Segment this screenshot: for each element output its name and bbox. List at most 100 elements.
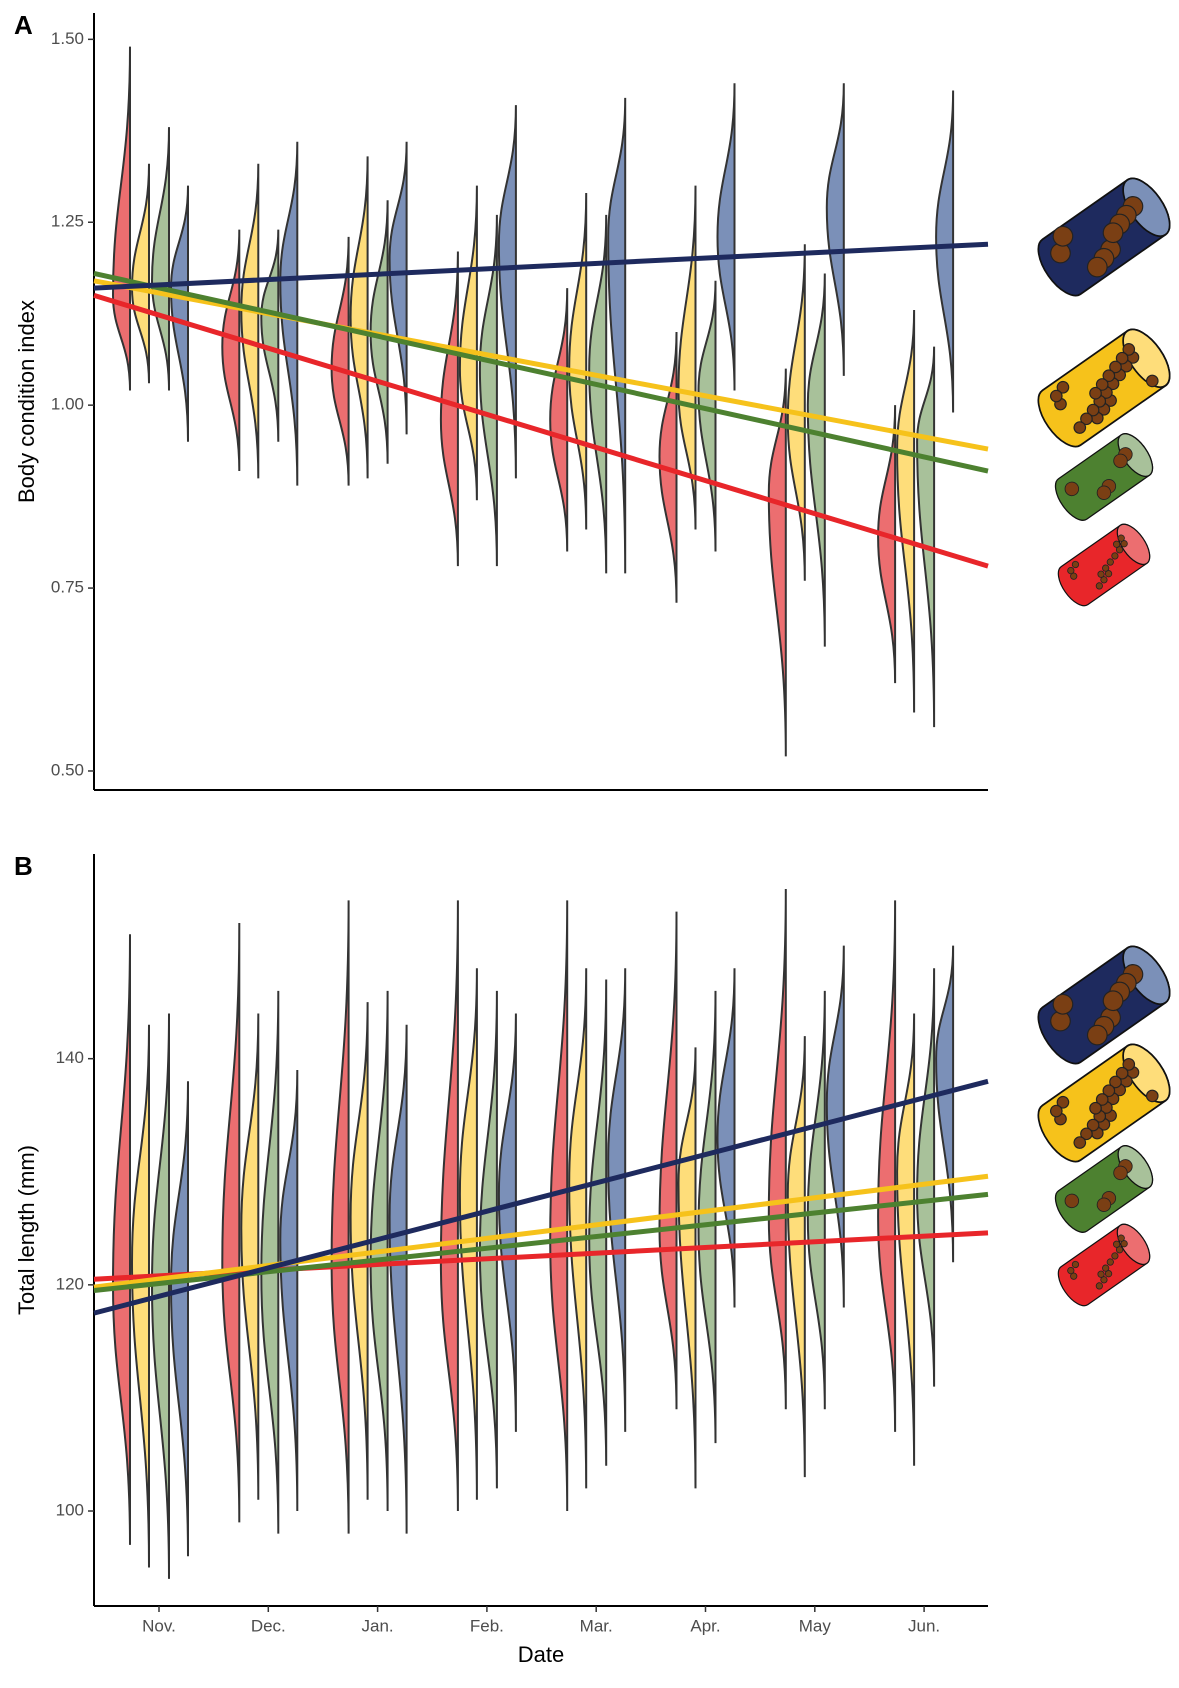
icon-dot: [1097, 1270, 1105, 1278]
icon-dot: [1113, 453, 1128, 469]
icon-dot: [1049, 1104, 1063, 1118]
y-tick-label: 100: [56, 1500, 84, 1519]
icon-dot: [1102, 222, 1124, 244]
violin: [497, 105, 517, 479]
violin: [935, 90, 955, 413]
icon-cap: [1116, 523, 1151, 566]
icon-dot: [1102, 990, 1124, 1012]
x-tick-label: Mar.: [580, 1616, 613, 1635]
violin: [279, 1069, 299, 1512]
violin: [767, 889, 787, 1410]
y-tick-label: 0.75: [51, 578, 84, 597]
icon-dot: [1067, 566, 1075, 575]
violin: [130, 163, 150, 384]
violin: [877, 405, 897, 684]
violin: [458, 185, 478, 501]
icon-dot: [1106, 558, 1114, 566]
violin: [349, 156, 369, 479]
violin: [221, 229, 241, 472]
legend-icon: [1037, 328, 1171, 448]
panel-label: A: [14, 10, 33, 40]
icon-dot: [1049, 389, 1063, 403]
y-tick-label: 1.25: [51, 212, 84, 231]
violin: [240, 1013, 260, 1500]
violin: [388, 141, 408, 435]
violin: [916, 968, 936, 1387]
icon-dot: [1064, 481, 1080, 497]
violin: [825, 945, 845, 1308]
violin: [716, 968, 736, 1308]
icon-cap: [1122, 1043, 1171, 1104]
icon-cap: [1116, 1223, 1151, 1266]
violin: [916, 346, 936, 728]
icon-dot: [1117, 1234, 1125, 1242]
icon-dot: [1073, 421, 1087, 434]
icon-dot: [1097, 570, 1105, 578]
trend-line: [93, 1173, 989, 1290]
violin: [549, 900, 569, 1512]
icon-dot: [1102, 564, 1110, 572]
violin: [111, 46, 131, 391]
icon-dot: [1086, 256, 1108, 278]
violin: [497, 1013, 517, 1432]
violin: [786, 1036, 806, 1478]
panel-label: B: [14, 851, 33, 881]
violin: [607, 968, 627, 1432]
icon-dot: [1067, 1266, 1075, 1275]
icon-dot: [1050, 1010, 1071, 1032]
icon-dot: [1096, 1197, 1112, 1212]
icon-dot: [1111, 1252, 1119, 1260]
icon-dot: [1095, 582, 1103, 590]
x-tick-label: Dec.: [251, 1616, 286, 1635]
legend-icon: [1054, 433, 1154, 521]
violin: [607, 97, 627, 574]
x-axis-label: Date: [518, 1642, 564, 1667]
icon-dot: [1113, 1240, 1121, 1248]
icon-dot: [1113, 1165, 1128, 1181]
violin: [260, 229, 280, 442]
violin: [877, 900, 897, 1432]
icon-dot: [1095, 1282, 1103, 1290]
icon-dot: [1117, 534, 1125, 542]
violin: [221, 922, 241, 1523]
violin: [588, 214, 608, 574]
icon-dot: [1145, 374, 1159, 388]
x-tick-label: Apr.: [690, 1616, 720, 1635]
icon-dot: [1071, 560, 1080, 569]
violin: [111, 934, 131, 1545]
violin: [568, 192, 588, 530]
violin: [697, 990, 717, 1444]
trend-line: [93, 1078, 989, 1316]
violin: [896, 310, 916, 713]
legend-icon: [1037, 177, 1171, 297]
violin: [458, 968, 478, 1500]
x-tick-label: Jun.: [908, 1616, 940, 1635]
y-tick-label: 1.50: [51, 29, 84, 48]
legend-icon: [1057, 1223, 1151, 1307]
x-tick-label: Jan.: [362, 1616, 394, 1635]
violin: [825, 83, 845, 376]
icon-dot: [1064, 1193, 1080, 1209]
violin: [806, 273, 826, 647]
violin: [716, 83, 736, 391]
icon-dot: [1052, 225, 1074, 247]
y-tick-label: 1.00: [51, 395, 84, 414]
x-tick-label: Nov.: [142, 1616, 176, 1635]
violin: [439, 251, 459, 567]
violin: [169, 1081, 189, 1557]
icon-dot: [1050, 242, 1071, 264]
violin: [439, 900, 459, 1512]
violin: [388, 1024, 408, 1534]
legend-icon: [1057, 523, 1151, 607]
legend-icon: [1054, 1145, 1154, 1233]
icon-dot: [1145, 1089, 1159, 1103]
trend-line: [93, 1230, 989, 1282]
y-tick-label: 120: [56, 1274, 84, 1293]
violin: [478, 214, 498, 567]
trend-line: [93, 293, 989, 569]
trend-line: [93, 241, 989, 291]
violin: [935, 945, 955, 1263]
violin: [169, 185, 189, 442]
